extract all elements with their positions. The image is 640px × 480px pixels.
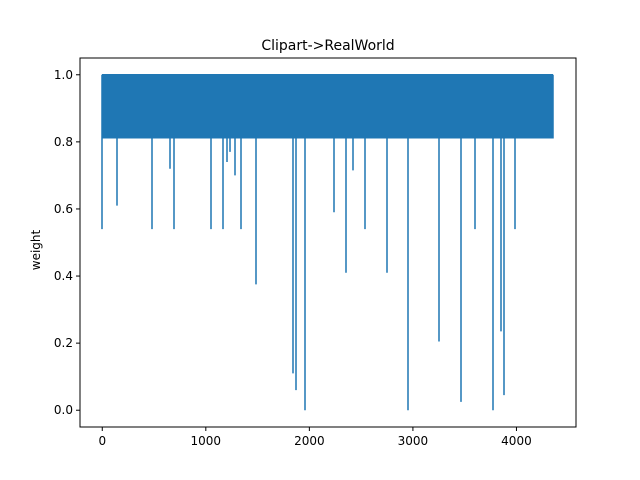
axis-ticks: 0 1000 2000 3000 4000 0.0 0.2 0.4 0.6 0.8 1.0 — [54, 68, 532, 448]
y-tick-label: 1.0 — [54, 68, 73, 82]
x-tick-label: 2000 — [294, 434, 325, 448]
weight-series-line — [101, 74, 554, 411]
y-tick-label: 0.2 — [54, 336, 73, 350]
x-tick-label: 1000 — [191, 434, 222, 448]
y-tick-label: 0.4 — [54, 269, 73, 283]
x-tick-label: 3000 — [398, 434, 429, 448]
y-tick-label: 0.8 — [54, 135, 73, 149]
y-axis-label: weight — [29, 229, 43, 270]
x-tick-label: 4000 — [501, 434, 532, 448]
y-tick-label: 0.0 — [54, 403, 73, 417]
axes-frame — [79, 57, 577, 428]
x-tick-label: 0 — [98, 434, 106, 448]
chart-title: Clipart->RealWorld — [261, 38, 394, 54]
plot-area — [101, 74, 554, 411]
y-tick-label: 0.6 — [54, 202, 73, 216]
